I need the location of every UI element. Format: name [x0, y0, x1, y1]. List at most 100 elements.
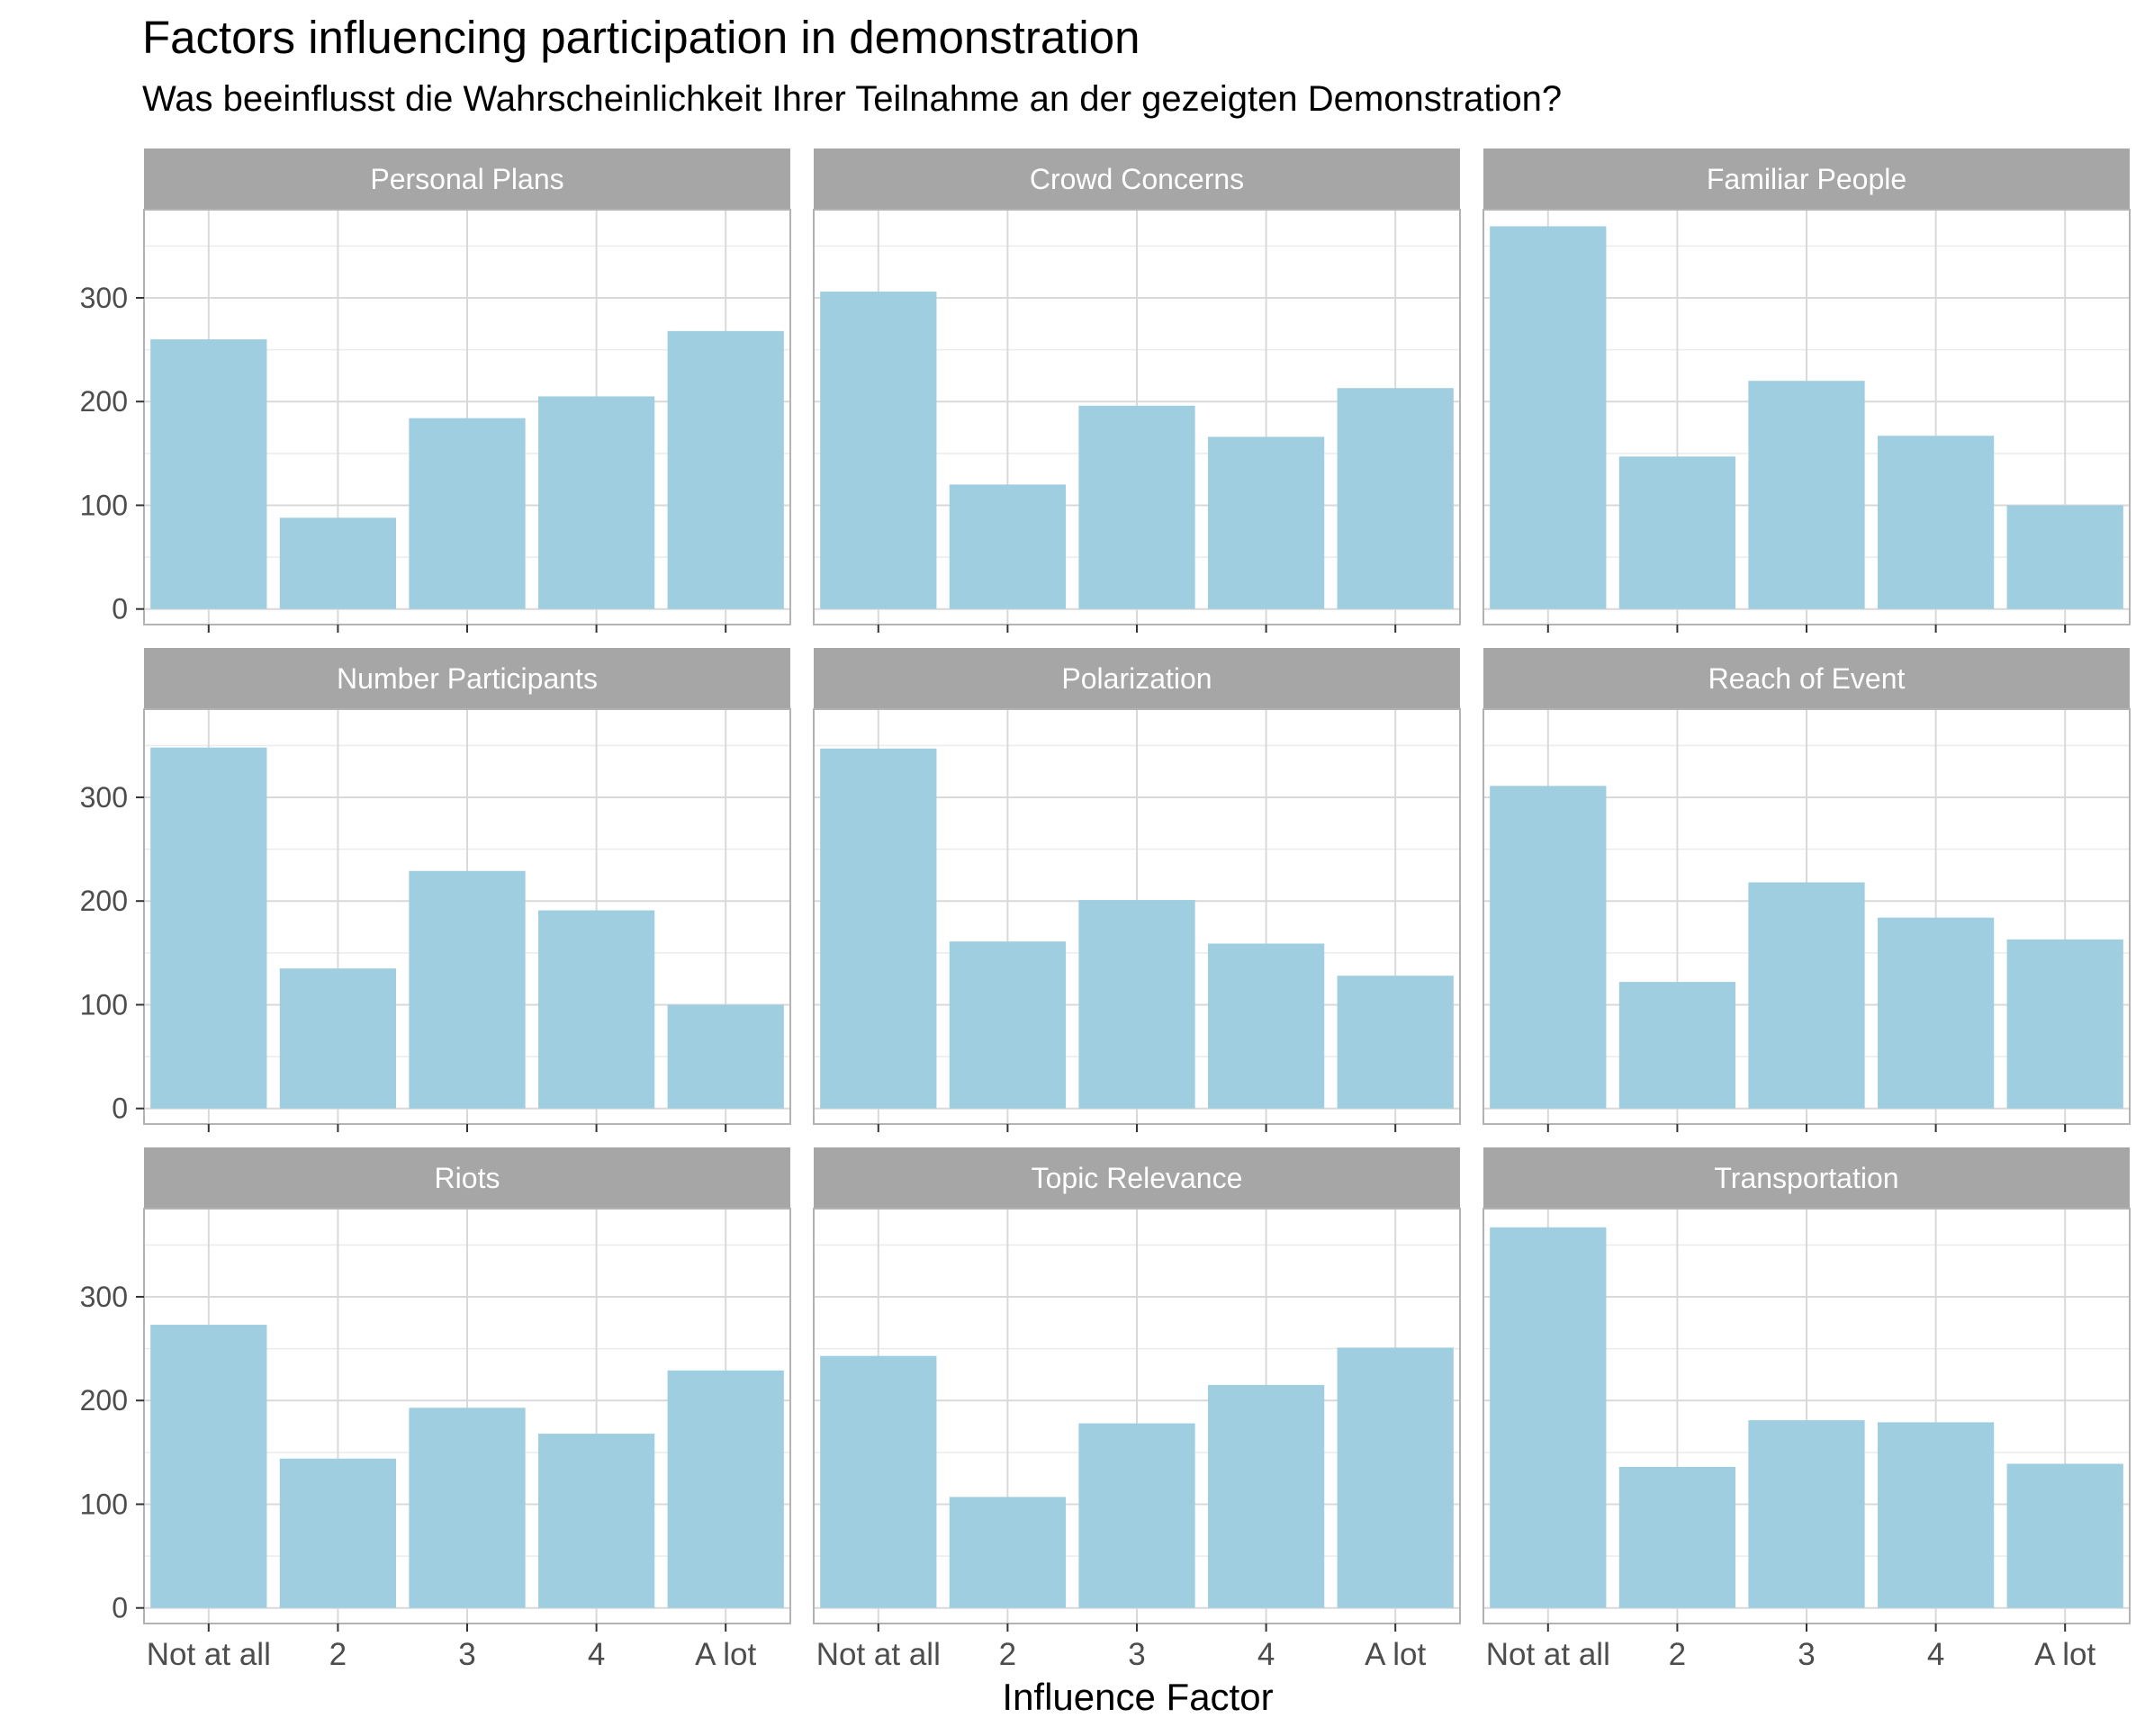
bar-transportation-not-at-all	[1490, 1227, 1607, 1608]
bar-reach-of-event-3	[1748, 882, 1865, 1109]
y-tick-label: 100	[80, 489, 128, 521]
bar-riots-4	[537, 1434, 655, 1608]
facet-strip-label: Personal Plans	[370, 163, 563, 195]
bar-familiar-people-not-at-all	[1490, 226, 1607, 609]
bar-personal-plans-not-at-all	[150, 339, 267, 609]
y-tick-label: 0	[112, 593, 128, 625]
bar-reach-of-event-2	[1618, 982, 1736, 1109]
facet-topic-relevance: Topic Relevance Not at all 2 3 4 A lot	[813, 1147, 1461, 1672]
facet-strip-label: Familiar People	[1707, 163, 1906, 195]
bar-transportation-2	[1618, 1466, 1736, 1608]
bar-topic-relevance-4	[1207, 1384, 1325, 1608]
chart-subtitle: Was beeinflusst die Wahrscheinlichkeit I…	[142, 79, 1563, 119]
x-tick-label: 4	[1257, 1637, 1275, 1672]
bar-crowd-concerns-a-lot	[1337, 388, 1454, 609]
x-tick-label: A lot	[2034, 1637, 2095, 1672]
y-tick-label: 200	[80, 385, 128, 418]
bar-polarization-4	[1207, 943, 1325, 1109]
bar-personal-plans-4	[537, 396, 655, 609]
bar-topic-relevance-3	[1078, 1423, 1195, 1608]
y-tick-label: 0	[112, 1592, 128, 1624]
x-tick-label: Not at all	[1486, 1637, 1610, 1672]
bar-reach-of-event-a-lot	[2006, 939, 2123, 1109]
y-tick-label: 100	[80, 988, 128, 1021]
bar-crowd-concerns-3	[1078, 405, 1195, 609]
bar-transportation-a-lot	[2006, 1463, 2123, 1608]
facet-strip	[144, 148, 790, 210]
x-tick-label: Not at all	[147, 1637, 271, 1672]
facet-strip	[144, 648, 790, 709]
bar-riots-3	[409, 1408, 526, 1608]
chart-title: Factors influencing participation in dem…	[142, 12, 1140, 63]
bar-transportation-4	[1877, 1422, 1995, 1608]
facet-strip	[814, 1147, 1460, 1209]
x-tick-label: 3	[1798, 1637, 1815, 1672]
facet-strip	[1483, 148, 2130, 210]
bar-number-participants-4	[537, 910, 655, 1109]
bar-polarization-not-at-all	[820, 748, 937, 1109]
facet-strip-label: Transportation	[1714, 1162, 1898, 1194]
facet-transportation: Transportation Not at all 2 3 4 A lot	[1483, 1147, 2131, 1672]
x-tick-label: 4	[1927, 1637, 1944, 1672]
facet-familiar-people: Familiar People	[1483, 148, 2131, 633]
x-tick-label: Not at all	[816, 1637, 941, 1672]
bar-polarization-a-lot	[1337, 976, 1454, 1109]
y-tick-label: 300	[80, 781, 128, 814]
bar-topic-relevance-not-at-all	[820, 1355, 937, 1608]
facet-strip-label: Topic Relevance	[1032, 1162, 1243, 1194]
facet-crowd-concerns: Crowd Concerns	[813, 148, 1461, 633]
x-tick-label: 4	[588, 1637, 605, 1672]
facet-riots: Riots 0 100 200 300 Not at all 2 3 4 A lot	[80, 1147, 791, 1672]
x-axis-label: Influence Factor	[1002, 1676, 1273, 1718]
bar-polarization-2	[949, 941, 1067, 1109]
y-tick-label: 200	[80, 1384, 128, 1417]
bar-riots-a-lot	[667, 1370, 784, 1608]
bar-personal-plans-2	[279, 517, 397, 609]
facet-strip-label: Riots	[435, 1162, 500, 1194]
bar-polarization-3	[1078, 900, 1195, 1109]
bar-number-participants-2	[279, 968, 397, 1109]
facet-number-participants: Number Participants 0 100 200 300	[80, 648, 791, 1132]
x-tick-label: A lot	[695, 1637, 756, 1672]
facet-strip	[1483, 1147, 2130, 1209]
facet-strip-label: Polarization	[1061, 662, 1212, 695]
bar-number-participants-3	[409, 870, 526, 1109]
x-tick-label: 2	[329, 1637, 347, 1672]
x-tick-label: 3	[1128, 1637, 1145, 1672]
bar-riots-2	[279, 1458, 397, 1608]
bar-familiar-people-2	[1618, 456, 1736, 609]
bar-transportation-3	[1748, 1420, 1865, 1608]
y-tick-label: 0	[112, 1093, 128, 1125]
x-tick-label: A lot	[1365, 1637, 1426, 1672]
bar-personal-plans-3	[409, 418, 526, 609]
bar-reach-of-event-not-at-all	[1490, 786, 1607, 1109]
bar-crowd-concerns-4	[1207, 436, 1325, 609]
bar-familiar-people-3	[1748, 381, 1865, 609]
facet-personal-plans: Personal Plans 0 100 200 300	[80, 148, 791, 633]
facet-polarization: Polarization	[813, 648, 1461, 1132]
facet-strip	[1483, 648, 2130, 709]
x-tick-label: 3	[458, 1637, 475, 1672]
facet-strip	[144, 1147, 790, 1209]
x-tick-label: 2	[999, 1637, 1016, 1672]
bar-familiar-people-4	[1877, 436, 1995, 609]
facet-strip	[814, 648, 1460, 709]
bar-topic-relevance-a-lot	[1337, 1347, 1454, 1608]
facet-strip	[814, 148, 1460, 210]
bar-riots-not-at-all	[150, 1325, 267, 1608]
bar-crowd-concerns-2	[949, 484, 1067, 609]
facet-strip-label: Crowd Concerns	[1030, 163, 1244, 195]
y-tick-label: 200	[80, 885, 128, 917]
x-tick-label: 2	[1669, 1637, 1686, 1672]
bar-number-participants-not-at-all	[150, 747, 267, 1109]
bar-personal-plans-a-lot	[667, 330, 784, 609]
y-tick-label: 300	[80, 282, 128, 314]
y-tick-label: 300	[80, 1281, 128, 1313]
bar-crowd-concerns-not-at-all	[820, 292, 937, 609]
bar-topic-relevance-2	[949, 1497, 1067, 1608]
bar-reach-of-event-4	[1877, 917, 1995, 1109]
facet-strip-label: Number Participants	[337, 662, 598, 695]
y-tick-label: 100	[80, 1488, 128, 1520]
